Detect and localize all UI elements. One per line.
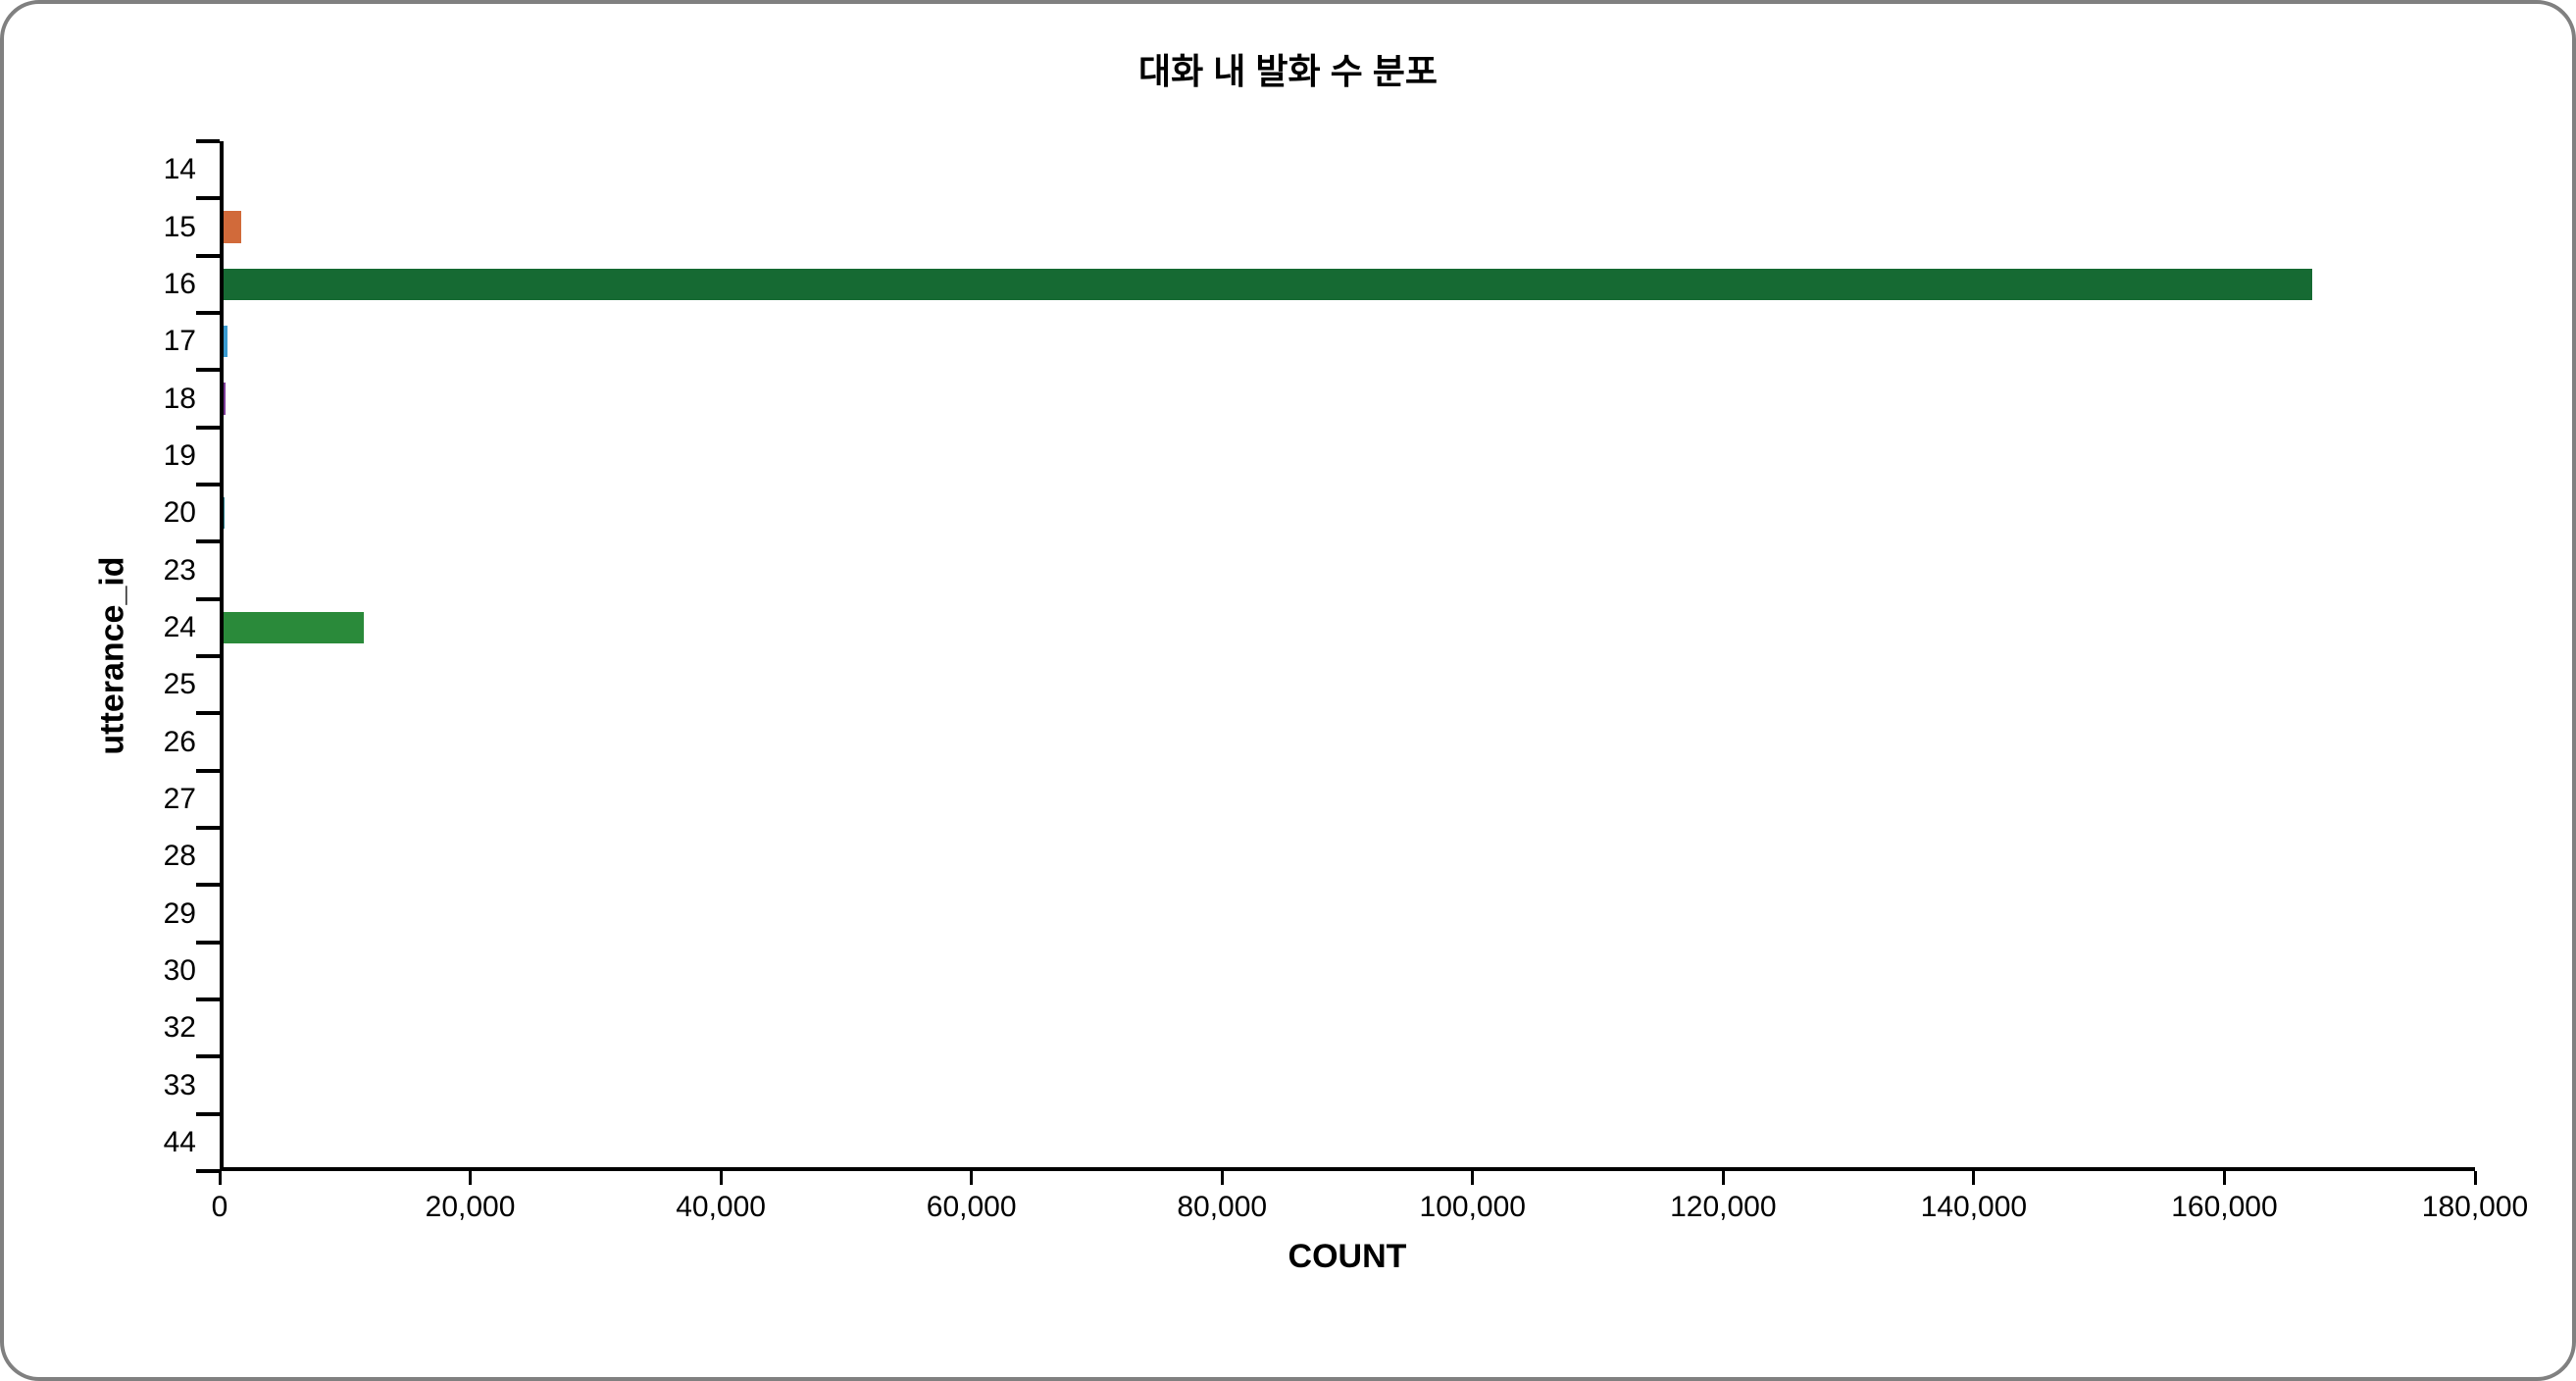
y-axis-title: utterance_id bbox=[94, 556, 132, 754]
y-separator-mark bbox=[196, 883, 220, 887]
x-tick-mark bbox=[2474, 1171, 2477, 1185]
y-tick-label: 29 bbox=[78, 897, 196, 931]
chart-frame: 대화 내 발화 수 분포 141516171819202324252627282… bbox=[0, 0, 2576, 1381]
x-tick-label: 40,000 bbox=[676, 1191, 766, 1224]
y-separator-mark bbox=[196, 1169, 220, 1173]
y-separator-mark bbox=[196, 539, 220, 543]
x-tick-mark bbox=[1471, 1171, 1474, 1185]
y-separator-mark bbox=[196, 254, 220, 258]
x-tick-label: 140,000 bbox=[1921, 1191, 2027, 1224]
y-separator-mark bbox=[196, 597, 220, 601]
x-tick-mark bbox=[1972, 1171, 1975, 1185]
y-separator-mark bbox=[196, 654, 220, 658]
y-separator-mark bbox=[196, 368, 220, 372]
y-tick-label: 19 bbox=[78, 439, 196, 473]
y-tick-label: 20 bbox=[78, 496, 196, 530]
y-separator-mark bbox=[196, 139, 220, 143]
y-tick-label: 44 bbox=[78, 1126, 196, 1159]
x-tick-mark bbox=[1722, 1171, 1725, 1185]
chart-title: 대화 내 발화 수 분포 bbox=[4, 43, 2572, 94]
x-tick-mark bbox=[970, 1171, 973, 1185]
y-tick-label: 30 bbox=[78, 954, 196, 988]
x-axis-line bbox=[220, 1167, 2475, 1171]
x-tick-mark bbox=[720, 1171, 723, 1185]
y-separator-mark bbox=[196, 941, 220, 945]
y-separator-mark bbox=[196, 997, 220, 1001]
y-tick-label: 27 bbox=[78, 783, 196, 816]
y-separator-mark bbox=[196, 483, 220, 486]
y-tick-label: 14 bbox=[78, 153, 196, 186]
x-tick-mark bbox=[1221, 1171, 1224, 1185]
y-separator-mark bbox=[196, 826, 220, 830]
x-tick-label: 180,000 bbox=[2422, 1191, 2528, 1224]
bar bbox=[224, 497, 225, 529]
y-tick-label: 16 bbox=[78, 268, 196, 301]
y-separator-mark bbox=[196, 1054, 220, 1058]
bar bbox=[224, 211, 241, 242]
y-separator-mark bbox=[196, 426, 220, 430]
y-tick-label: 28 bbox=[78, 840, 196, 873]
bar bbox=[224, 326, 227, 357]
bar bbox=[224, 269, 2312, 300]
y-separator-mark bbox=[196, 711, 220, 715]
x-tick-label: 160,000 bbox=[2171, 1191, 2277, 1224]
x-tick-label: 120,000 bbox=[1670, 1191, 1776, 1224]
y-tick-label: 17 bbox=[78, 325, 196, 358]
y-tick-label: 15 bbox=[78, 211, 196, 244]
y-tick-label: 33 bbox=[78, 1069, 196, 1102]
x-tick-label: 80,000 bbox=[1177, 1191, 1267, 1224]
x-tick-label: 60,000 bbox=[927, 1191, 1017, 1224]
x-tick-mark bbox=[469, 1171, 472, 1185]
x-tick-label: 0 bbox=[212, 1191, 228, 1224]
y-separator-mark bbox=[196, 196, 220, 200]
y-tick-label: 32 bbox=[78, 1011, 196, 1045]
y-separator-mark bbox=[196, 1112, 220, 1116]
y-separator-mark bbox=[196, 311, 220, 315]
x-tick-label: 100,000 bbox=[1420, 1191, 1526, 1224]
x-tick-mark bbox=[219, 1171, 222, 1185]
plot-area: 141516171819202324252627282930323344020,… bbox=[220, 141, 2475, 1171]
x-tick-label: 20,000 bbox=[426, 1191, 516, 1224]
bar bbox=[224, 612, 364, 643]
y-separator-mark bbox=[196, 769, 220, 773]
x-axis-title: COUNT bbox=[220, 1238, 2475, 1276]
bar bbox=[224, 383, 226, 414]
y-tick-label: 18 bbox=[78, 383, 196, 416]
x-tick-mark bbox=[2223, 1171, 2226, 1185]
